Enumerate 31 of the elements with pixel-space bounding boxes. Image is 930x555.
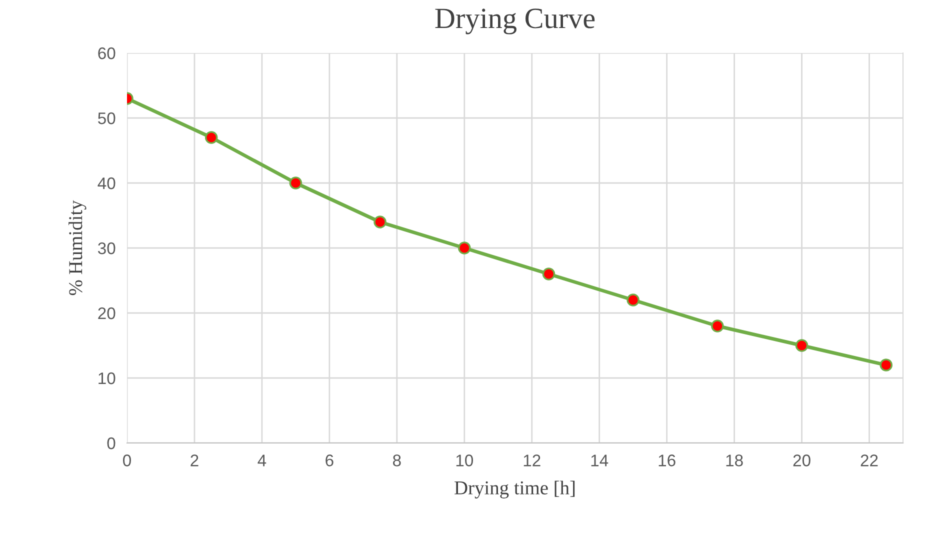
point — [374, 216, 386, 228]
x-axis-title: Drying time [h] — [454, 480, 575, 498]
y-axis-title: % Humidity — [68, 200, 86, 296]
point — [542, 268, 556, 280]
y-tick-label: 60 — [98, 47, 116, 60]
y-tick-label: 0 — [107, 437, 116, 450]
y-tick-label: 10 — [98, 372, 116, 384]
point — [626, 294, 640, 306]
x-tick-label: 14 — [591, 454, 608, 466]
point — [795, 339, 808, 352]
y-tick-label: 50 — [98, 112, 116, 124]
x-tick-label: 20 — [793, 454, 810, 466]
y-tick-label: 30 — [98, 242, 116, 254]
x-tick-label: 0 — [123, 454, 131, 466]
x-tick-label: 18 — [726, 454, 743, 466]
y-tick-label: 40 — [98, 177, 116, 190]
point — [711, 320, 724, 332]
x-tick-label: 4 — [258, 454, 266, 466]
x-tick-label: 16 — [658, 454, 676, 466]
point — [880, 358, 893, 372]
x-tick-label: 6 — [326, 454, 334, 466]
point — [289, 176, 302, 190]
chart-title: Drying Curve — [435, 8, 595, 34]
y-tick-label: 20 — [98, 307, 116, 320]
x-tick-label: 22 — [860, 454, 878, 466]
point — [204, 131, 218, 144]
x-tick-label: 2 — [190, 454, 198, 466]
x-tick-label: 8 — [393, 454, 401, 466]
point — [458, 242, 471, 254]
x-tick-label: 10 — [456, 454, 474, 466]
x-tick-label: 12 — [524, 454, 540, 466]
